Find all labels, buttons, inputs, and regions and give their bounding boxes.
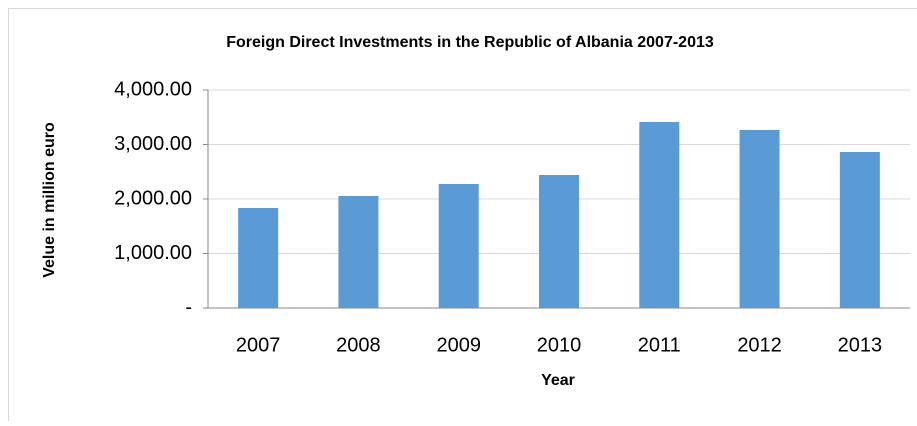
y-tick-label: - [185,296,192,318]
y-tick-label: 3,000.00 [114,133,192,155]
bar [740,130,780,308]
x-tick-label: 2009 [436,334,481,356]
bar [338,196,378,308]
bar [840,152,880,308]
x-tick-label: 2013 [838,334,883,356]
x-axis-label: Year [541,372,575,389]
x-tick-label: 2012 [737,334,782,356]
bar [639,122,679,308]
bar [439,184,479,308]
x-tick-label: 2010 [537,334,582,356]
x-tick-label: 2007 [236,334,281,356]
x-tick-label: 2008 [336,334,381,356]
y-tick-label: 4,000.00 [114,78,192,100]
bar [238,208,278,308]
chart-title: Foreign Direct Investments in the Republ… [226,34,714,51]
y-axis-label: Velue in million euro [41,122,58,278]
y-tick-label: 1,000.00 [114,242,192,264]
bar [539,175,579,308]
x-tick-label: 2011 [638,334,681,356]
y-tick-label: 2,000.00 [114,187,192,209]
